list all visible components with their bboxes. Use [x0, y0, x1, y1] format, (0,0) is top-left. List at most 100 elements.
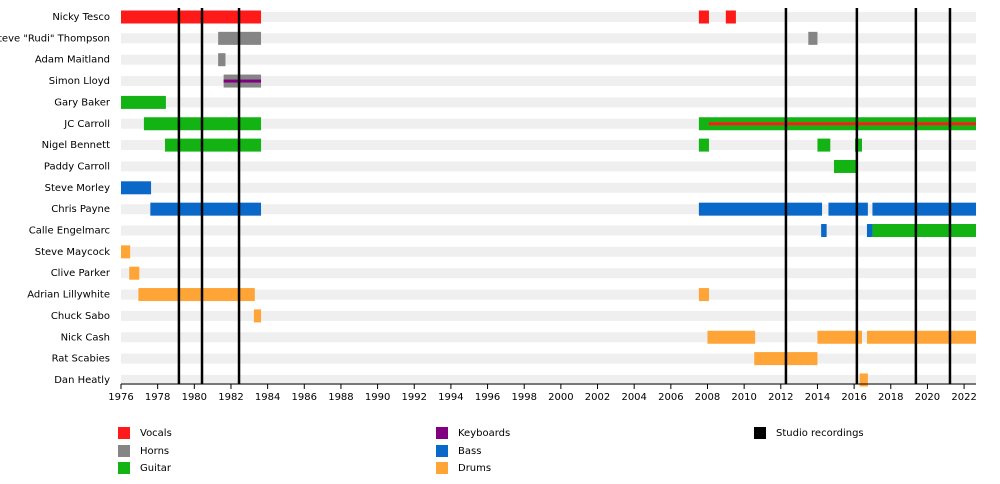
row-band — [121, 204, 976, 215]
member-bar — [866, 224, 873, 237]
row-band — [121, 289, 976, 300]
member-bar — [218, 53, 226, 67]
member-bar — [698, 10, 709, 24]
member-bar — [121, 10, 262, 24]
x-tick-label: 1994 — [438, 392, 463, 403]
x-tick-label: 2004 — [621, 392, 646, 403]
legend-label: Studio recordings — [776, 428, 864, 439]
member-name: Calle Engelmarc — [29, 226, 110, 237]
x-tick-label: 2018 — [878, 392, 903, 403]
member-name: Rat Scabies — [52, 354, 110, 365]
legend-label: Guitar — [140, 463, 172, 474]
member-name: JC Carroll — [63, 119, 110, 130]
member-bar — [817, 138, 831, 152]
row-band — [121, 33, 976, 44]
member-bar — [872, 224, 976, 237]
x-tick-label: 2016 — [841, 392, 866, 403]
member-bar — [859, 373, 868, 387]
row-band — [121, 374, 976, 385]
row-band — [121, 76, 976, 87]
member-name: Steve Morley — [45, 183, 110, 194]
member-bar — [253, 309, 262, 323]
secondary-role-stripe — [223, 79, 262, 83]
x-tick-label: 2014 — [805, 392, 830, 403]
legend-swatch — [754, 427, 766, 439]
row-band — [121, 225, 976, 236]
row-band — [121, 12, 976, 22]
x-tick-label: 2006 — [658, 392, 683, 403]
x-tick-label: 1984 — [255, 392, 280, 403]
member-bar — [698, 202, 823, 216]
x-tick-label: 2010 — [731, 392, 756, 403]
x-tick-label: 2020 — [915, 392, 940, 403]
member-bar — [150, 202, 262, 216]
row-band — [121, 268, 976, 279]
x-tick-label: 1988 — [328, 392, 353, 403]
x-tick-label: 1992 — [402, 392, 427, 403]
member-bar — [828, 202, 868, 216]
x-tick-label: 1996 — [475, 392, 500, 403]
x-tick-label: 1986 — [292, 392, 317, 403]
member-name: Nigel Bennett — [42, 140, 110, 151]
row-band — [121, 97, 976, 108]
member-name: Steve Maycock — [35, 247, 110, 258]
row-band — [121, 182, 976, 193]
member-name: Paddy Carroll — [44, 161, 110, 172]
row-band — [121, 310, 976, 321]
row-band — [121, 54, 976, 65]
row-band — [121, 161, 976, 172]
legend-swatch — [436, 462, 448, 474]
member-bar — [707, 330, 756, 344]
x-tick-label: 2002 — [585, 392, 610, 403]
member-bar — [821, 224, 827, 237]
legend-label: Drums — [458, 463, 491, 474]
member-name: Nick Cash — [61, 332, 110, 343]
member-name: Chuck Sabo — [51, 311, 110, 322]
legend-swatch — [118, 462, 130, 474]
member-name: Nicky Tesco — [52, 12, 110, 23]
member-name: Steve "Rudi" Thompson — [0, 33, 110, 44]
x-tick-label: 2008 — [695, 392, 720, 403]
x-tick-label: 1990 — [365, 392, 390, 403]
row-band — [121, 140, 976, 151]
x-tick-label: 2000 — [548, 392, 573, 403]
member-bar — [121, 95, 166, 109]
secondary-role-stripe — [708, 122, 976, 126]
legend-label: Keyboards — [458, 428, 510, 439]
row-band — [121, 246, 976, 257]
legend-swatch — [118, 445, 130, 457]
legend-swatch — [436, 445, 448, 457]
legend-swatch — [436, 427, 448, 439]
member-name: Adrian Lillywhite — [27, 290, 110, 301]
member-bar — [833, 159, 856, 173]
member-bar — [725, 10, 736, 24]
legend-swatch — [118, 427, 130, 439]
legend-label: Vocals — [140, 428, 172, 439]
x-tick-label: 1982 — [218, 392, 243, 403]
member-bar — [855, 138, 862, 152]
member-bar — [138, 288, 255, 302]
member-bar — [698, 138, 709, 152]
member-bar — [164, 138, 262, 152]
member-bar — [808, 31, 818, 45]
x-tick-label: 1980 — [182, 392, 207, 403]
row-band — [121, 118, 976, 129]
x-tick-label: 1976 — [108, 392, 133, 403]
member-bar — [129, 266, 140, 280]
member-name: Chris Payne — [51, 204, 110, 215]
member-name: Clive Parker — [51, 268, 111, 279]
member-bar — [121, 245, 131, 259]
member-name: Simon Lloyd — [49, 76, 110, 87]
member-bar — [866, 330, 976, 344]
legend-label: Bass — [458, 446, 481, 457]
x-tick-label: 2012 — [768, 392, 793, 403]
member-bar — [817, 330, 862, 344]
member-name: Adam Maitland — [35, 55, 110, 66]
row-band — [121, 353, 976, 364]
row-band — [121, 332, 976, 343]
x-tick-label: 1978 — [145, 392, 170, 403]
x-tick-label: 2022 — [951, 392, 976, 403]
member-bar — [698, 288, 709, 302]
legend-label: Horns — [140, 446, 169, 457]
